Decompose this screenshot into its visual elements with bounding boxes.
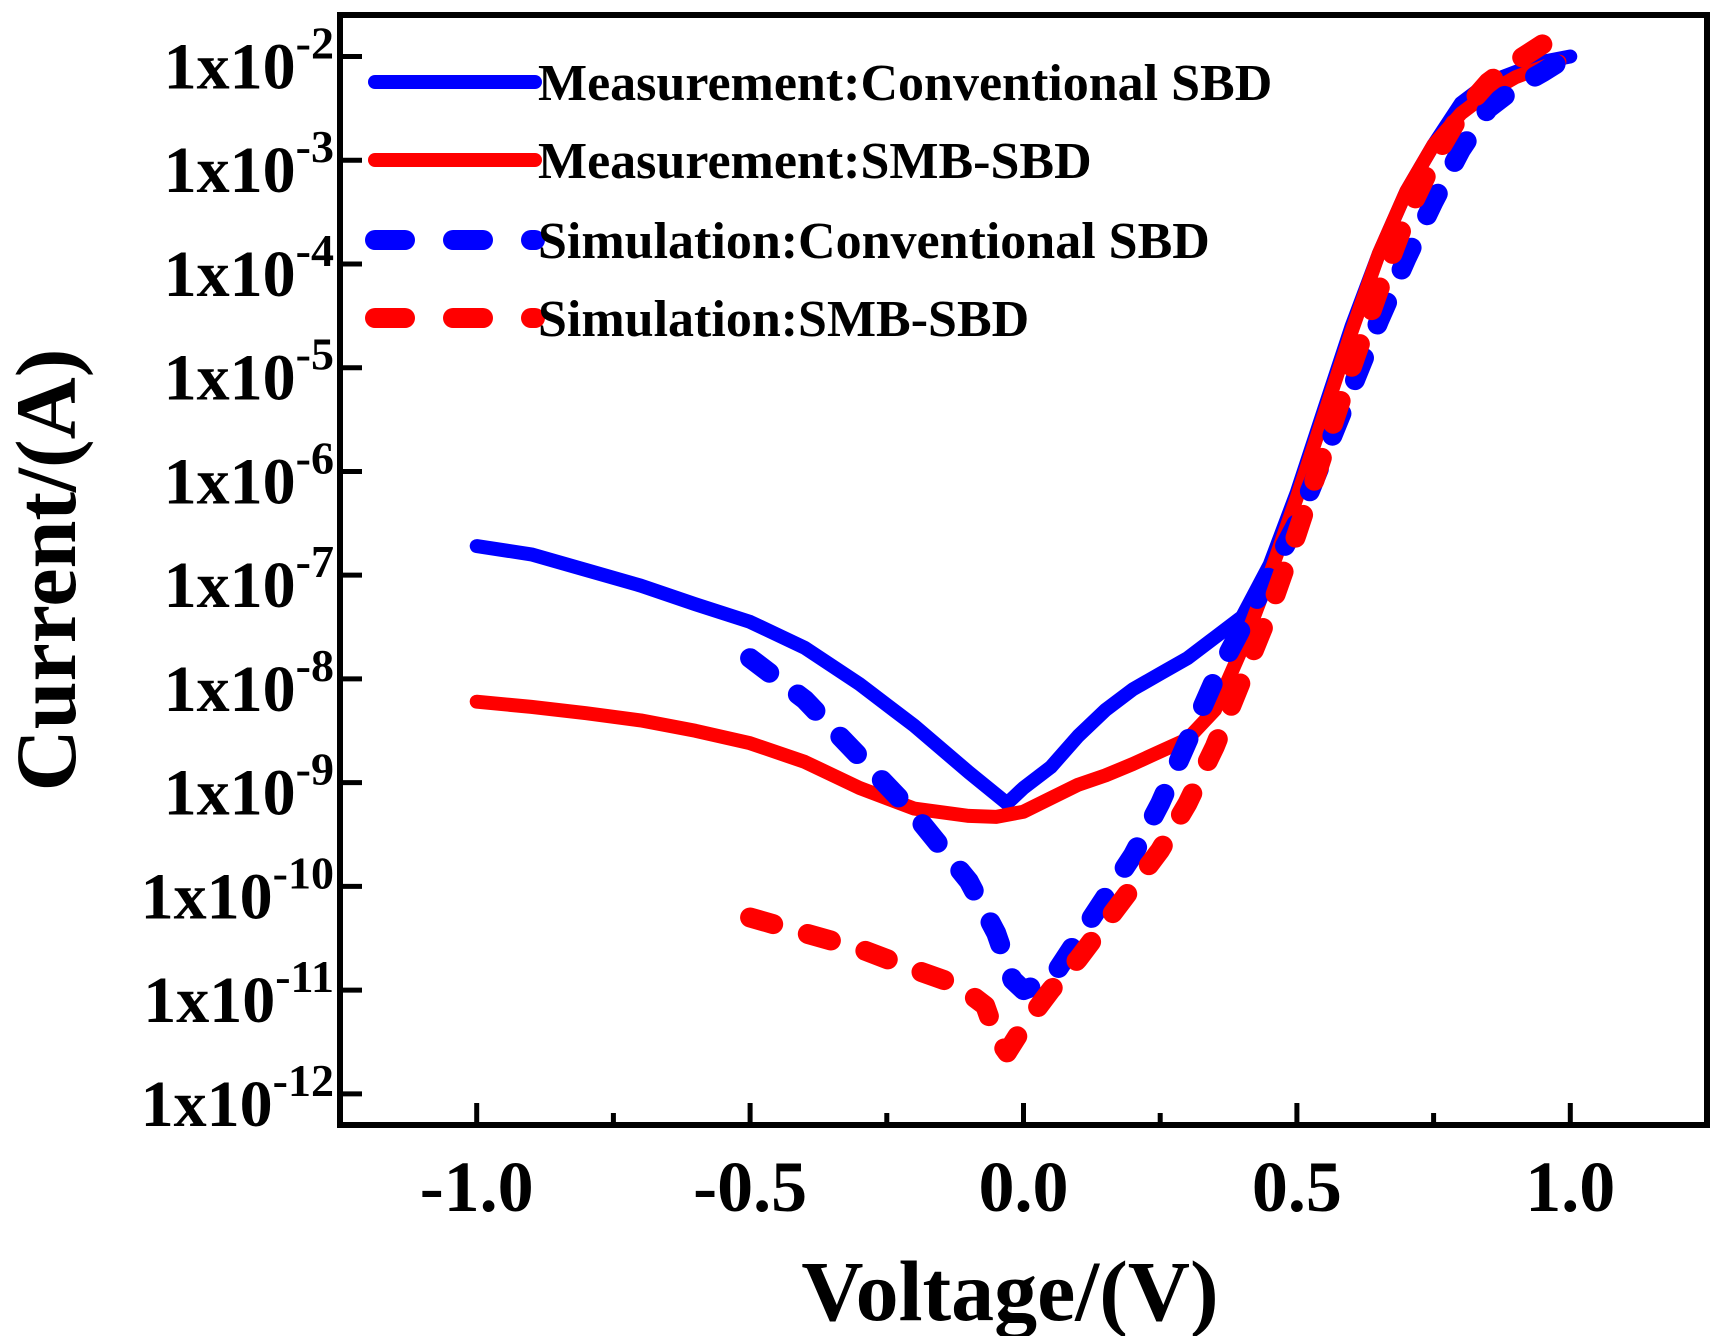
- x-tick-label: -0.5: [693, 1147, 807, 1227]
- y-tick-label: 1x10-4: [164, 225, 334, 311]
- curves-layer: [469, 34, 1578, 1063]
- legend: Measurement:Conventional SBD Measurement…: [365, 55, 1272, 348]
- x-tick-label: 1.0: [1525, 1147, 1615, 1227]
- x-tick-label: 0.0: [979, 1147, 1069, 1227]
- ticks-layer: [340, 53, 1573, 1125]
- legend-label-measurement-smb: Measurement:SMB-SBD: [538, 133, 1092, 190]
- legend-label-simulation-conventional: Simulation:Conventional SBD: [538, 213, 1210, 270]
- y-tick-label: 1x10-5: [164, 329, 334, 415]
- y-tick-label: 1x10-6: [164, 432, 334, 518]
- y-tick-label: 1x10-2: [164, 17, 334, 103]
- y-tick-label: 1x10-8: [164, 640, 334, 726]
- legend-label-measurement-conventional: Measurement:Conventional SBD: [538, 55, 1272, 112]
- series-measurement-smb-sbd: [469, 54, 1567, 824]
- y-tick-label: 1x10-11: [143, 951, 334, 1037]
- y-tick-label: 1x10-10: [141, 847, 334, 933]
- legend-label-simulation-smb: Simulation:SMB-SBD: [538, 291, 1029, 348]
- x-axis-title: Voltage/(V): [801, 1243, 1218, 1336]
- series-simulation-smb-sbd: [740, 34, 1553, 1063]
- y-tick-label: 1x10-3: [164, 121, 334, 207]
- x-tick-label: 0.5: [1252, 1147, 1342, 1227]
- series-simulation-conventional-sbd: [740, 51, 1570, 1001]
- y-axis-title: Current/(A): [0, 349, 94, 792]
- x-tick-label: -1.0: [420, 1147, 534, 1227]
- tick-labels-layer: -1.0 -0.5 0.0 0.5 1.0 1x10-2 1x10-3 1x10-4 1x10-…: [141, 17, 1616, 1227]
- y-tick-label: 1x10-9: [164, 744, 334, 830]
- y-tick-label: 1x10-7: [164, 536, 334, 622]
- y-tick-label: 1x10-12: [141, 1055, 334, 1141]
